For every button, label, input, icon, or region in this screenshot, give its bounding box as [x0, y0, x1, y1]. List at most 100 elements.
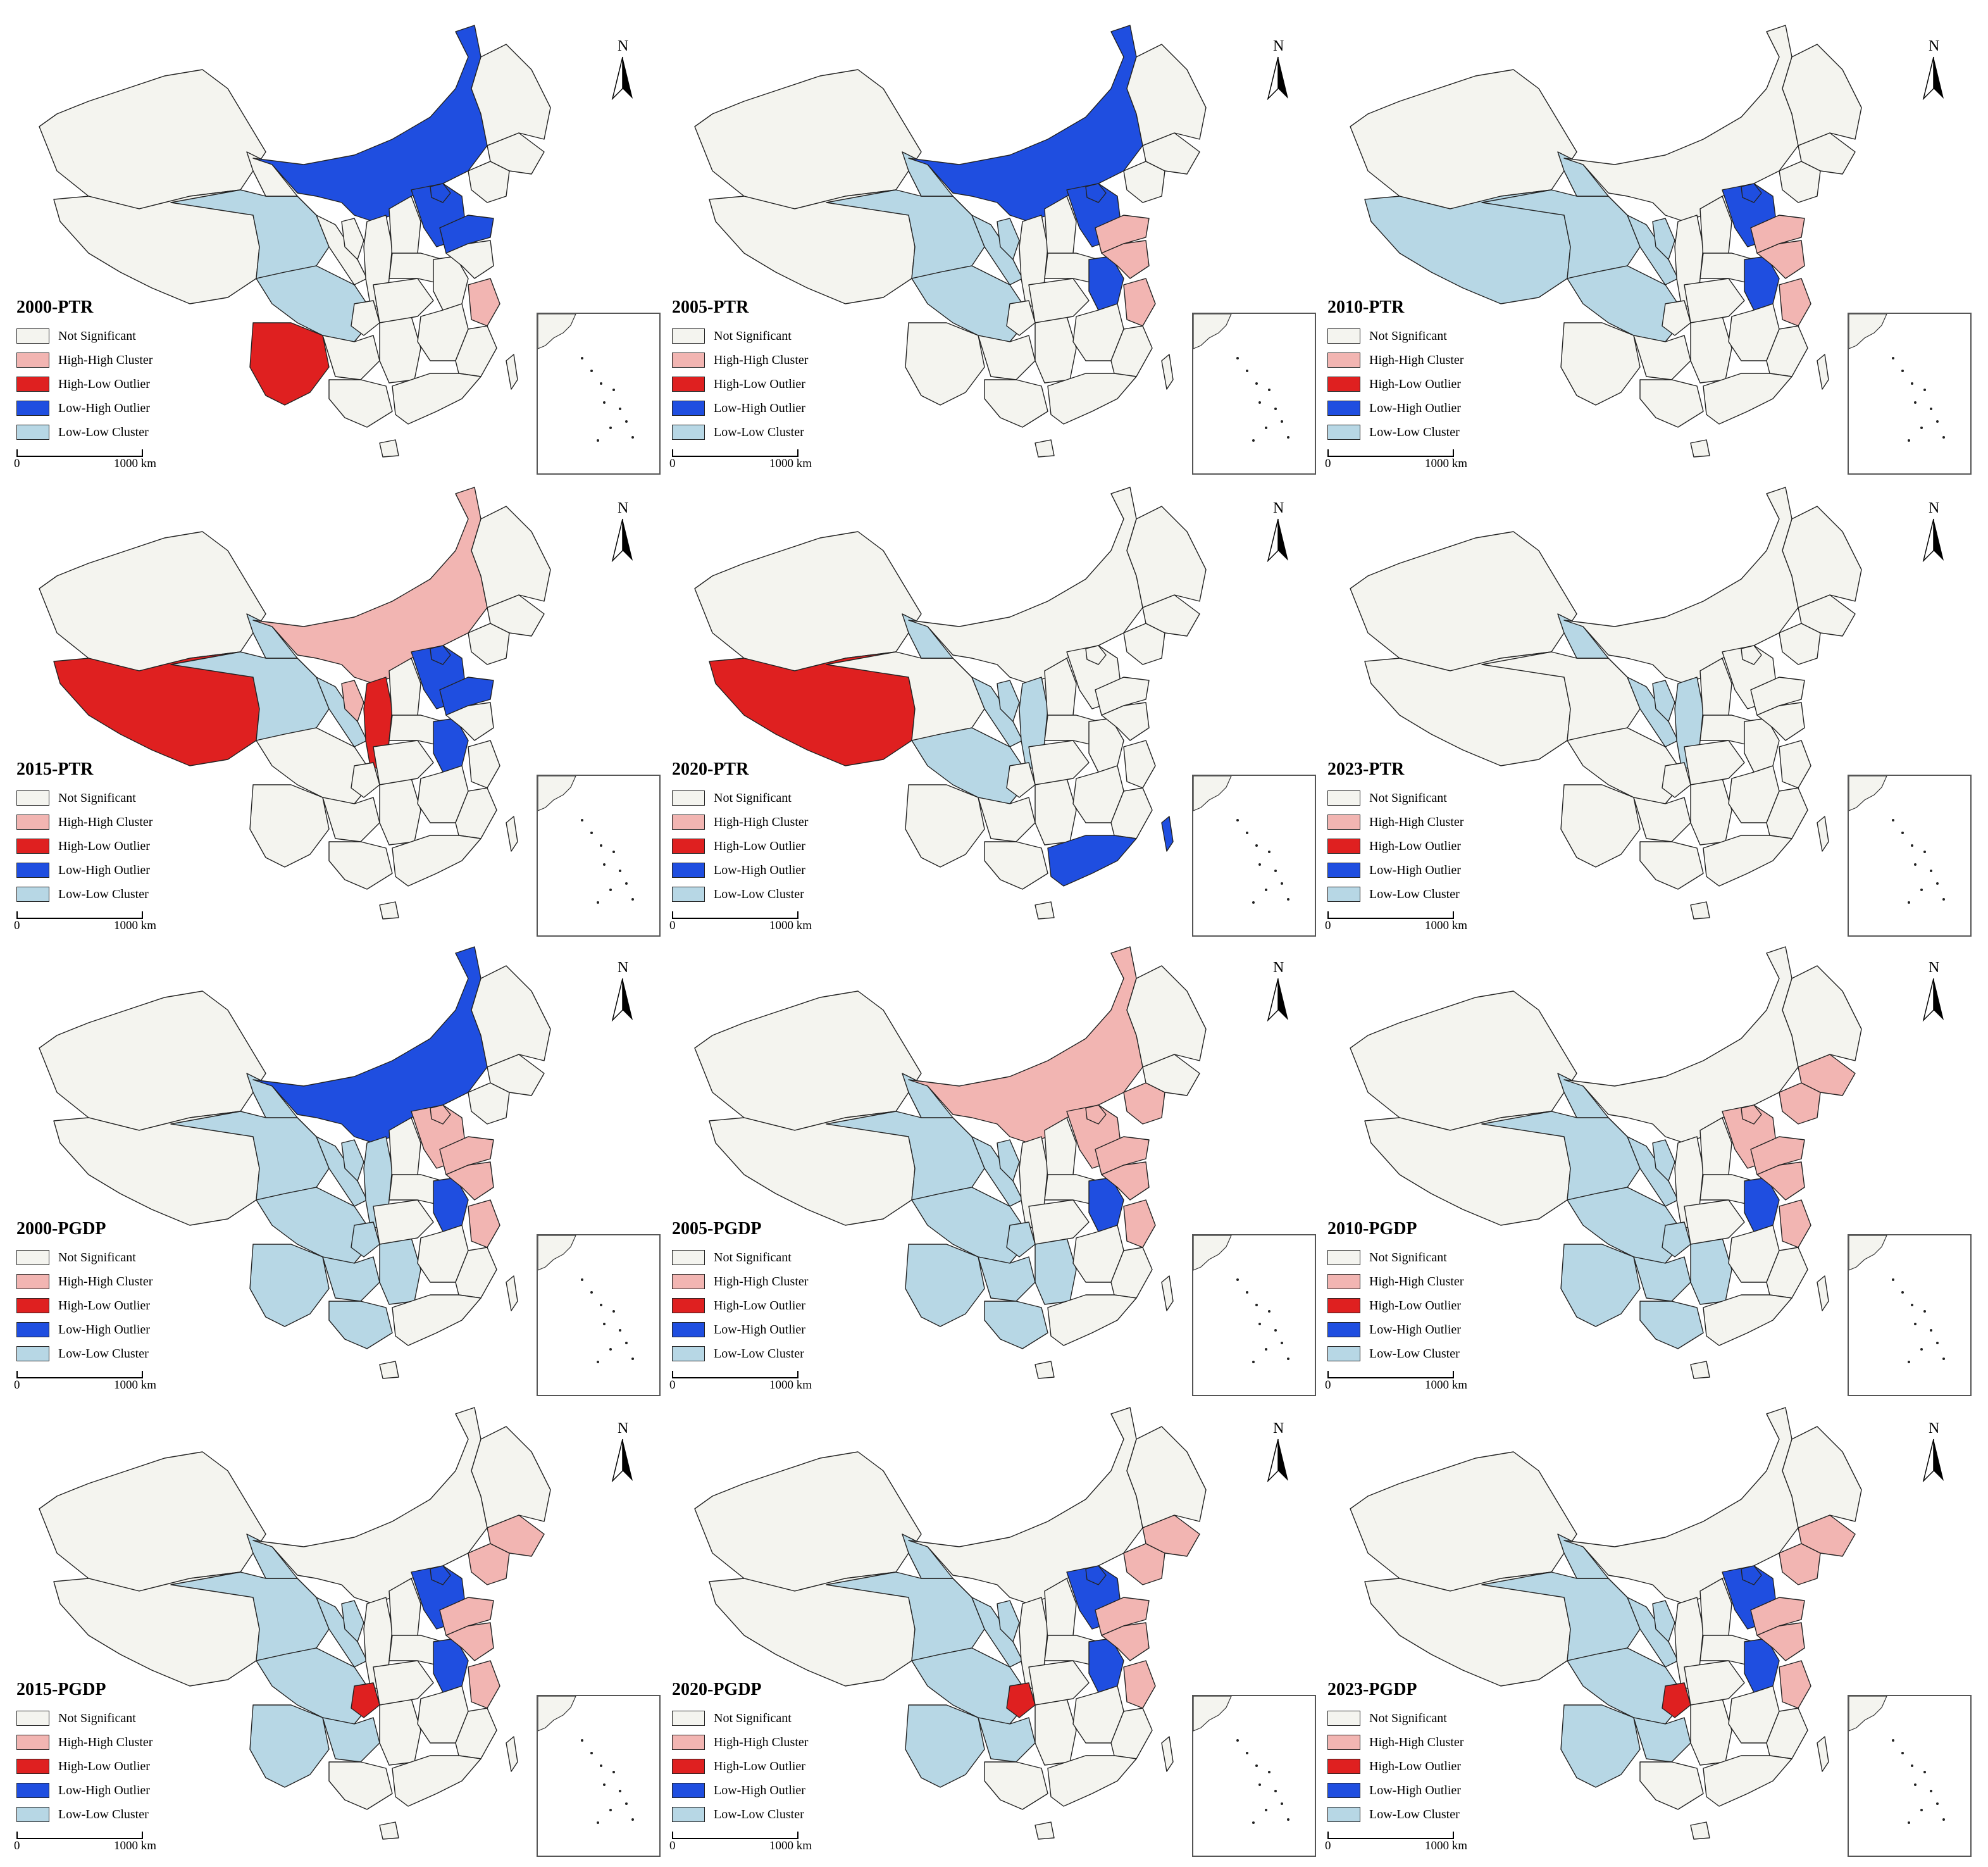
- legend-label: Not Significant: [1369, 328, 1447, 343]
- map-panel: 2023-PGDP Not Significant High-High Cluste…: [1311, 1389, 1972, 1857]
- legend-label: Low-High Outlier: [1369, 863, 1461, 877]
- inset-island: [590, 1291, 593, 1294]
- province-hubei: [1684, 740, 1745, 785]
- province-beijing: [1085, 183, 1107, 203]
- legend-label: Low-High Outlier: [1369, 401, 1461, 415]
- north-label: N: [1273, 959, 1284, 976]
- inset-island: [1268, 389, 1270, 391]
- panel-title: 2010-PTR: [1327, 297, 1405, 317]
- inset-island: [1268, 1310, 1270, 1313]
- province-jiangsu: [445, 1622, 494, 1661]
- inset-coast: [537, 313, 576, 349]
- inset-island: [597, 1821, 599, 1824]
- legend-swatch: [1327, 1783, 1360, 1798]
- legend-swatch: [16, 353, 49, 368]
- province-beijing: [1085, 645, 1107, 665]
- province-gansu: [902, 613, 1023, 747]
- legend: Not Significant High-High Cluster High-Low…: [1327, 786, 1492, 906]
- province-hubei: [373, 1660, 434, 1706]
- scale-bar: [1327, 911, 1454, 919]
- inset-island: [1908, 901, 1910, 904]
- province-zhejiang: [468, 278, 500, 327]
- legend-swatch: [672, 353, 705, 368]
- legend-label: High-High Cluster: [58, 815, 153, 829]
- legend-item: High-Low Outlier: [672, 1294, 836, 1318]
- legend-swatch: [1327, 401, 1360, 416]
- inset-island: [1923, 389, 1926, 391]
- inset-island: [1274, 870, 1277, 872]
- province-ningxia: [997, 1139, 1020, 1182]
- province-xinjiang: [694, 990, 922, 1131]
- inset-island: [1942, 898, 1945, 901]
- province-zhejiang: [1779, 278, 1811, 327]
- province-xinjiang: [694, 531, 922, 671]
- province-guangxi: [1639, 1761, 1704, 1810]
- legend-item: Not Significant: [1327, 324, 1492, 348]
- map-panel: 2020-PGDP Not Significant High-High Cluste…: [655, 1389, 1316, 1857]
- inset-island: [1236, 1739, 1239, 1742]
- legend-swatch: [1327, 1250, 1360, 1265]
- legend-label: Not Significant: [1369, 1250, 1447, 1264]
- province-hainan: [1690, 901, 1710, 920]
- legend-item: High-High Cluster: [672, 1730, 836, 1754]
- province-hainan: [1690, 439, 1710, 458]
- inset-island: [1930, 408, 1932, 410]
- legend-label: Low-Low Cluster: [714, 1346, 804, 1361]
- inset-map: [537, 1235, 634, 1363]
- province-qinghai: [826, 1111, 985, 1201]
- inset-map: [537, 313, 634, 442]
- province-hunan: [379, 316, 421, 384]
- china-map: [694, 1407, 1207, 1840]
- legend-swatch: [672, 1783, 705, 1798]
- legend-label: Not Significant: [714, 1250, 792, 1264]
- panel-title: 2023-PGDP: [1327, 1680, 1417, 1699]
- legend-label: High-Low Outlier: [714, 1759, 805, 1773]
- province-jiangsu: [1101, 702, 1150, 741]
- legend-item: Low-Low Cluster: [1327, 1802, 1492, 1826]
- province-beijing: [1741, 1104, 1762, 1125]
- scale-start-label: 0: [1325, 457, 1331, 470]
- province-guangdong: [1047, 835, 1137, 887]
- province-heilongjiang: [471, 44, 551, 146]
- south-china-sea-inset: [1848, 775, 1972, 937]
- province-heilongjiang: [1126, 506, 1207, 608]
- china-map: [1350, 487, 1862, 920]
- inset-island: [1920, 427, 1923, 429]
- legend-item: High-Low Outlier: [672, 1754, 836, 1778]
- province-chongqing: [1006, 1682, 1036, 1718]
- province-qinghai: [1481, 189, 1641, 279]
- legend-swatch: [672, 887, 705, 902]
- legend: Not Significant High-High Cluster High-Low…: [672, 324, 836, 444]
- legend-label: High-Low Outlier: [58, 1298, 150, 1313]
- province-yunnan: [1560, 784, 1641, 868]
- north-arrow-icon: [611, 978, 633, 1021]
- province-gansu: [1557, 613, 1679, 747]
- legend-swatch: [16, 790, 49, 806]
- inset-island: [597, 901, 599, 904]
- inset-island: [1892, 819, 1894, 821]
- province-ningxia: [341, 680, 364, 722]
- legend-item: Low-Low Cluster: [16, 1802, 181, 1826]
- scale-start-label: 0: [669, 1839, 676, 1852]
- inset-island: [619, 1329, 621, 1332]
- inset-island: [1930, 1790, 1932, 1792]
- legend-label: High-High Cluster: [58, 1735, 153, 1749]
- inset-island: [1936, 1802, 1939, 1805]
- inset-map: [537, 1695, 634, 1824]
- inset-island: [1268, 851, 1270, 853]
- inset-island: [1255, 1304, 1258, 1306]
- province-guizhou: [322, 1256, 380, 1302]
- inset-island: [1252, 1821, 1255, 1824]
- south-china-sea-inset: [1192, 313, 1316, 475]
- province-hubei: [1028, 740, 1090, 785]
- province-yunnan: [249, 322, 330, 406]
- inset-island: [609, 1809, 612, 1811]
- scale-end-label: 1000 km: [114, 457, 157, 470]
- legend-swatch: [1327, 377, 1360, 392]
- north-label: N: [618, 500, 629, 516]
- inset-coast: [537, 1695, 576, 1732]
- province-ningxia: [1652, 1139, 1675, 1182]
- province-xinjiang: [694, 1451, 922, 1592]
- province-heilongjiang: [471, 506, 551, 608]
